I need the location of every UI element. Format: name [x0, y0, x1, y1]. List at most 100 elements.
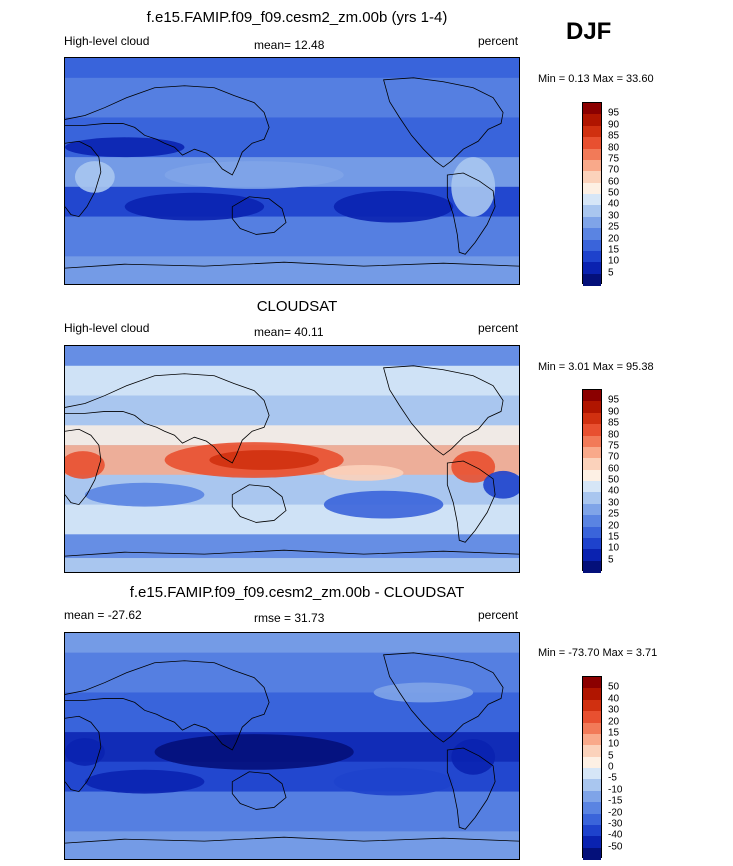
colorbar-tick-label: 75 [608, 440, 620, 452]
colorbar-swatch [583, 273, 601, 286]
coastline [231, 196, 287, 235]
colorbar-tick-label: 80 [608, 142, 620, 153]
panel3-left-label: mean = -27.62 [64, 608, 142, 622]
colorbar-tick-label: 85 [608, 130, 620, 142]
map-field-blob [65, 137, 185, 158]
map-field-blob [74, 161, 115, 193]
map-field-blob [209, 450, 319, 470]
colorbar-tick-label: 20 [608, 233, 620, 244]
colorbar-swatch [583, 458, 601, 471]
panel3-title: f.e15.FAMIP.f09_f09.cesm2_zm.00b - CLOUD… [129, 584, 465, 601]
panel3-right-label: percent [478, 608, 519, 622]
panel3-minmax: Min = -73.70 Max = 3.71 [538, 647, 658, 659]
colorbar-swatch [583, 103, 601, 115]
colorbar-tick-label: 90 [608, 119, 620, 131]
panel1-center-label: mean= 12.48 [254, 38, 325, 52]
colorbar-tick-label: 70 [608, 164, 620, 176]
map-field-band [65, 58, 519, 78]
colorbar-tick-label: 90 [608, 406, 620, 418]
colorbar-tick-label: 60 [608, 463, 620, 475]
colorbar-tick-label: 10 [608, 738, 620, 750]
map-field-band [65, 534, 519, 559]
colorbar-swatch [583, 424, 601, 436]
colorbar-tick-label: 95 [608, 107, 620, 119]
coastline [446, 747, 496, 830]
panel2-center-label: mean= 40.11 [254, 325, 324, 339]
map-field-blob [323, 464, 404, 481]
colorbar-swatch [583, 481, 601, 493]
colorbar-swatch [583, 824, 601, 837]
colorbar-tick-label: 40 [608, 485, 620, 497]
colorbar-tick-label: 60 [608, 176, 620, 188]
colorbar-swatch [583, 847, 601, 860]
colorbar-tick-label: 95 [608, 394, 620, 406]
map-field-blob [124, 192, 265, 221]
map-field-blob [333, 190, 454, 223]
colorbar-swatch [583, 412, 601, 425]
colorbar-tick-label: -10 [608, 784, 623, 796]
map-field-blob [451, 451, 496, 483]
colorbar-swatch [583, 836, 601, 849]
colorbar-swatch [583, 790, 601, 803]
colorbar-swatch [583, 250, 601, 263]
colorbar-tick-label: 5 [608, 267, 614, 279]
colorbar-swatch [583, 194, 601, 206]
map-field-blob [373, 682, 474, 703]
map-field-band [65, 395, 519, 426]
colorbar-swatch [583, 699, 601, 712]
colorbar-swatch [583, 216, 601, 229]
map-field-band [65, 346, 519, 366]
coastline [446, 460, 496, 543]
colorbar-tick-label: -40 [608, 829, 623, 841]
map-field-blob [323, 490, 444, 519]
colorbar-swatch [583, 262, 601, 275]
colorbar-tick-label: 15 [608, 727, 620, 739]
panel2-right-label: percent [478, 321, 519, 335]
coastline [65, 660, 270, 751]
colorbar-swatch [583, 711, 601, 723]
map-field-blob [84, 769, 205, 794]
colorbar-tick-label: 10 [608, 542, 620, 554]
colorbar-swatch [583, 722, 601, 735]
colorbar-tick-label: 40 [608, 693, 620, 705]
colorbar-swatch [583, 515, 601, 527]
colorbar-tick-label: 30 [608, 210, 620, 222]
colorbar-swatch [583, 239, 601, 252]
colorbar-tick-label: 50 [608, 681, 620, 693]
panel2-map-svg [65, 346, 519, 572]
colorbar-tick-label: 5 [608, 750, 614, 762]
map-field-band [65, 256, 519, 284]
colorbar-tick-label: -50 [608, 841, 623, 853]
colorbar-swatch [583, 802, 601, 814]
coastline [231, 484, 287, 523]
colorbar-tick-label: 5 [608, 554, 614, 566]
coastline [383, 77, 504, 168]
colorbar-swatch [583, 137, 601, 149]
map-field-blob [451, 739, 496, 775]
coastline [231, 771, 287, 810]
colorbar-tick-label: 15 [608, 531, 620, 543]
colorbar-swatch [583, 688, 601, 701]
colorbar-tick-label: 80 [608, 429, 620, 440]
colorbar-swatch [583, 768, 601, 780]
colorbar-swatch [583, 390, 601, 402]
coastline [65, 85, 270, 176]
colorbar-swatch [583, 125, 601, 138]
panel1-colorbar [582, 102, 602, 286]
map-field-blob [333, 767, 454, 796]
colorbar-swatch [583, 446, 601, 459]
coastline [65, 140, 102, 218]
colorbar-tick-label: -30 [608, 818, 623, 830]
map-field-band [65, 425, 519, 446]
colorbar-swatch [583, 756, 601, 769]
coastline [65, 261, 519, 269]
map-field-blob [65, 738, 105, 766]
colorbar-tick-label: 20 [608, 520, 620, 531]
colorbar-swatch [583, 435, 601, 448]
panel2-map [64, 345, 520, 573]
colorbar-swatch [583, 228, 601, 240]
colorbar-swatch [583, 733, 601, 746]
colorbar-swatch [583, 159, 601, 172]
colorbar-swatch [583, 205, 601, 218]
colorbar-swatch [583, 171, 601, 184]
